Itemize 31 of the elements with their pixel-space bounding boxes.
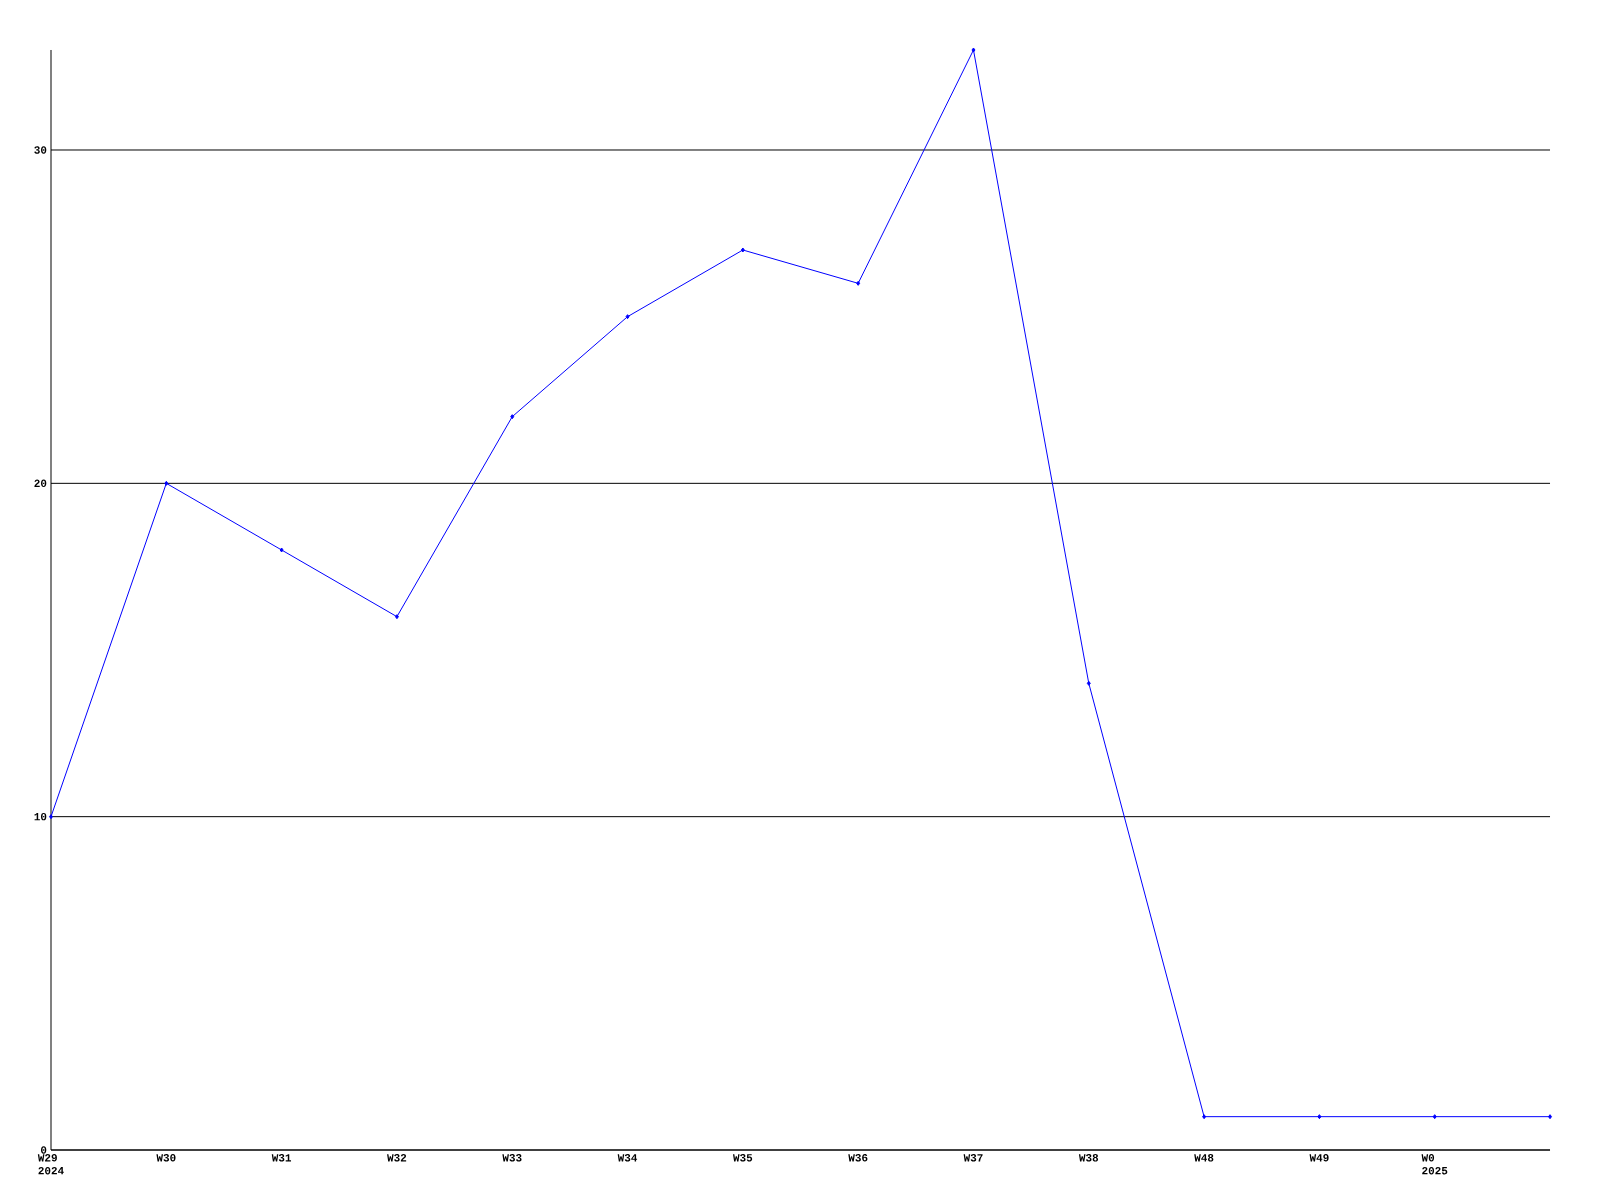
x-tick-label: W29 2024 <box>37 1154 64 1175</box>
point <box>625 314 630 320</box>
point <box>1202 1114 1207 1120</box>
x-tick-label: W35 <box>732 1154 753 1162</box>
point <box>1548 1114 1553 1120</box>
x-tick-label: W31 <box>271 1154 292 1162</box>
y-tick-label: 20 <box>34 479 47 488</box>
point <box>279 547 284 553</box>
point <box>740 247 745 253</box>
x-tick-label: W37 <box>963 1154 983 1162</box>
x-tick-label: W36 <box>848 1154 868 1162</box>
point <box>510 414 515 420</box>
x-tick-label: W33 <box>502 1154 522 1162</box>
y-tick-label: 10 <box>34 812 47 821</box>
x-tick-label: W34 <box>617 1154 638 1162</box>
point <box>394 614 399 620</box>
point <box>1086 680 1091 686</box>
point <box>49 814 53 820</box>
y-tick-label: 30 <box>34 146 47 154</box>
x-tick-label: W48 <box>1194 1154 1214 1162</box>
x-tick-label: W49 <box>1309 1154 1329 1162</box>
point <box>164 480 169 486</box>
x-tick-label: W30 <box>156 1154 176 1162</box>
point <box>971 47 976 53</box>
point <box>1432 1114 1437 1120</box>
x-tick-label: W0 2025 <box>1421 1154 1448 1175</box>
point <box>856 280 861 286</box>
y-tick-label: 0 <box>41 1146 47 1154</box>
point <box>1317 1114 1322 1120</box>
x-tick-label: W38 <box>1078 1154 1099 1162</box>
x-tick-label: W32 <box>387 1154 407 1162</box>
